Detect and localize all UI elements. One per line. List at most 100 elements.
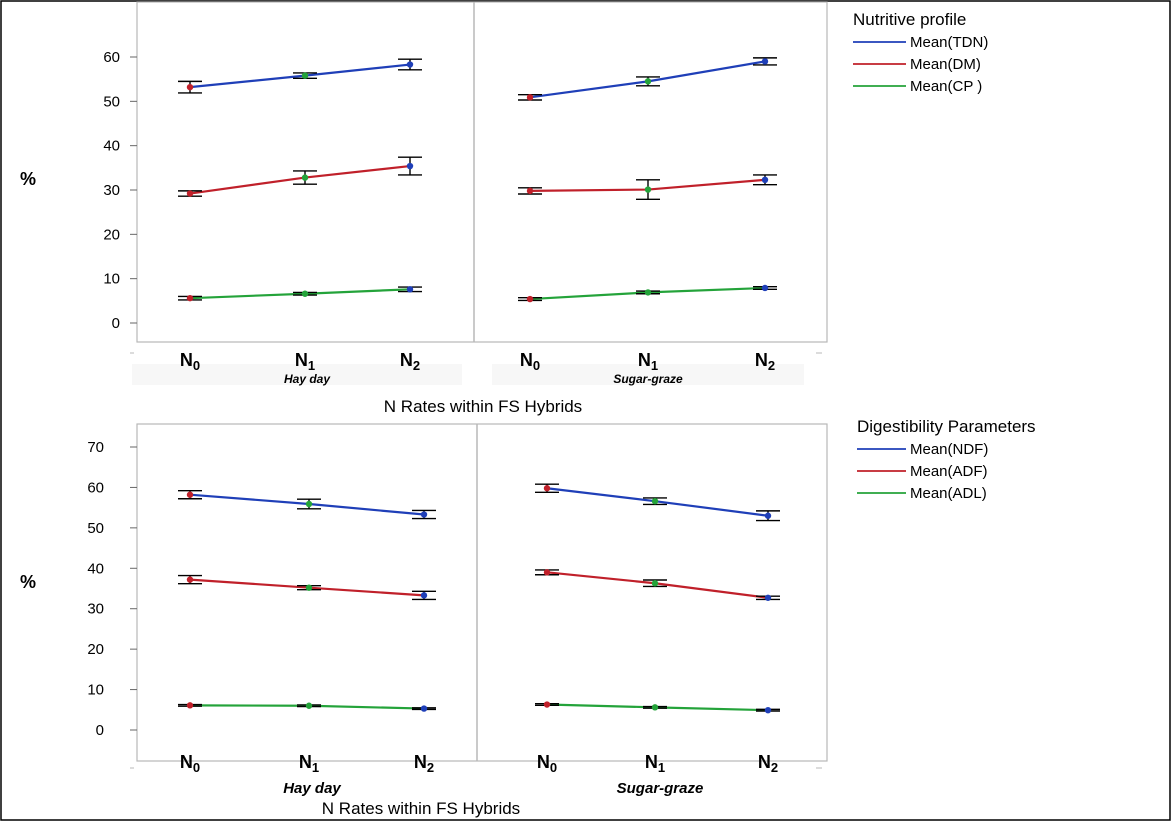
- legend-label: Mean(NDF): [910, 441, 988, 458]
- category-label: N2: [758, 752, 778, 775]
- data-point: [644, 186, 652, 193]
- y-tick-label: 0: [112, 315, 120, 332]
- series-meanadf: [178, 569, 780, 601]
- data-point: [651, 580, 659, 587]
- legend-label: Mean(DM): [910, 56, 981, 73]
- legend-label: Mean(TDN): [910, 34, 988, 51]
- data-point: [651, 704, 659, 711]
- category-label-base: N: [295, 350, 308, 370]
- category-label: N1: [645, 752, 665, 775]
- y-tick-label: 0: [96, 722, 104, 739]
- category-label-base: N: [180, 350, 193, 370]
- category-label-subscript: 2: [768, 358, 775, 373]
- y-tick-label: 20: [103, 226, 120, 243]
- data-point: [406, 162, 414, 170]
- category-label-base: N: [400, 350, 413, 370]
- y-tick-label: 30: [103, 182, 120, 199]
- category-label-base: N: [645, 752, 658, 772]
- data-point: [301, 72, 309, 79]
- data-point: [186, 491, 194, 498]
- category-label: N1: [638, 350, 658, 373]
- category-label: N2: [755, 350, 775, 373]
- data-point: [420, 705, 428, 712]
- category-label-base: N: [520, 350, 533, 370]
- y-tick-label: 40: [103, 138, 120, 155]
- y-tick-label: 40: [87, 560, 104, 577]
- series-meanndf: [178, 483, 780, 522]
- y-tick-label: 60: [103, 49, 120, 66]
- data-point: [764, 594, 772, 601]
- legend-label: Mean(CP ): [910, 78, 982, 95]
- y-unit-label: %: [20, 572, 36, 592]
- category-label: N0: [180, 350, 200, 373]
- data-point: [301, 290, 309, 297]
- series-meanadl: [178, 701, 780, 714]
- legend-title: Nutritive profile: [853, 10, 966, 29]
- data-point: [420, 511, 428, 518]
- data-point: [764, 512, 772, 519]
- data-point: [305, 702, 313, 709]
- data-point: [186, 294, 194, 302]
- category-label-subscript: 0: [550, 760, 557, 775]
- category-label-base: N: [638, 350, 651, 370]
- data-point: [543, 485, 551, 492]
- data-point: [644, 78, 652, 85]
- legend-title: Digestibility Parameters: [857, 417, 1036, 436]
- data-point: [186, 576, 194, 583]
- x-axis-title: N Rates within FS Hybrids: [322, 799, 520, 818]
- data-point: [186, 190, 194, 197]
- data-point: [406, 61, 414, 68]
- legend: Nutritive profile Mean(TDN) Mean(DM) Mean(C…: [853, 10, 988, 95]
- category-label-subscript: 0: [193, 760, 200, 775]
- y-tick-label: 10: [87, 682, 104, 699]
- data-point: [526, 94, 534, 101]
- category-label-base: N: [414, 752, 427, 772]
- data-point: [301, 174, 309, 181]
- panel-label: Sugar-graze: [613, 372, 683, 386]
- category-label-base: N: [180, 752, 193, 772]
- data-point: [761, 58, 769, 65]
- data-point: [764, 706, 772, 714]
- data-point: [186, 702, 194, 709]
- category-label-subscript: 2: [771, 760, 778, 775]
- data-point: [543, 569, 551, 576]
- category-label-subscript: 1: [312, 760, 319, 775]
- category-label-base: N: [758, 752, 771, 772]
- x-axis-title: N Rates within FS Hybrids: [384, 397, 582, 416]
- data-point: [420, 592, 428, 599]
- data-point: [651, 497, 659, 505]
- category-label: N1: [295, 350, 315, 373]
- data-point: [406, 286, 414, 293]
- data-point: [186, 83, 194, 91]
- category-label-base: N: [537, 752, 550, 772]
- category-label-base: N: [299, 752, 312, 772]
- panel-label: Hay day: [284, 372, 331, 386]
- plot-frame: [136, 1, 828, 343]
- y-tick-label: 20: [87, 641, 104, 658]
- category-label: N1: [299, 752, 319, 775]
- legend-label: Mean(ADF): [910, 463, 988, 480]
- category-label-subscript: 1: [651, 358, 658, 373]
- category-label-subscript: 1: [658, 760, 665, 775]
- panel-label-box: [492, 364, 804, 385]
- panel-label-box: [132, 364, 462, 385]
- panel-label: Hay day: [283, 780, 341, 797]
- y-unit-label: %: [20, 169, 36, 189]
- data-point: [644, 289, 652, 296]
- category-label-subscript: 0: [533, 358, 540, 373]
- category-label: N0: [180, 752, 200, 775]
- legend-label: Mean(ADL): [910, 485, 987, 502]
- y-tick-label: 50: [103, 93, 120, 110]
- y-tick-label: 70: [87, 439, 104, 456]
- panel-label: Sugar-graze: [617, 780, 704, 797]
- series-meantdn: [178, 57, 777, 101]
- category-label-subscript: 0: [193, 358, 200, 373]
- series-meancp: [178, 284, 777, 303]
- data-point: [526, 187, 534, 195]
- category-label: N0: [537, 752, 557, 775]
- category-label-subscript: 2: [427, 760, 434, 775]
